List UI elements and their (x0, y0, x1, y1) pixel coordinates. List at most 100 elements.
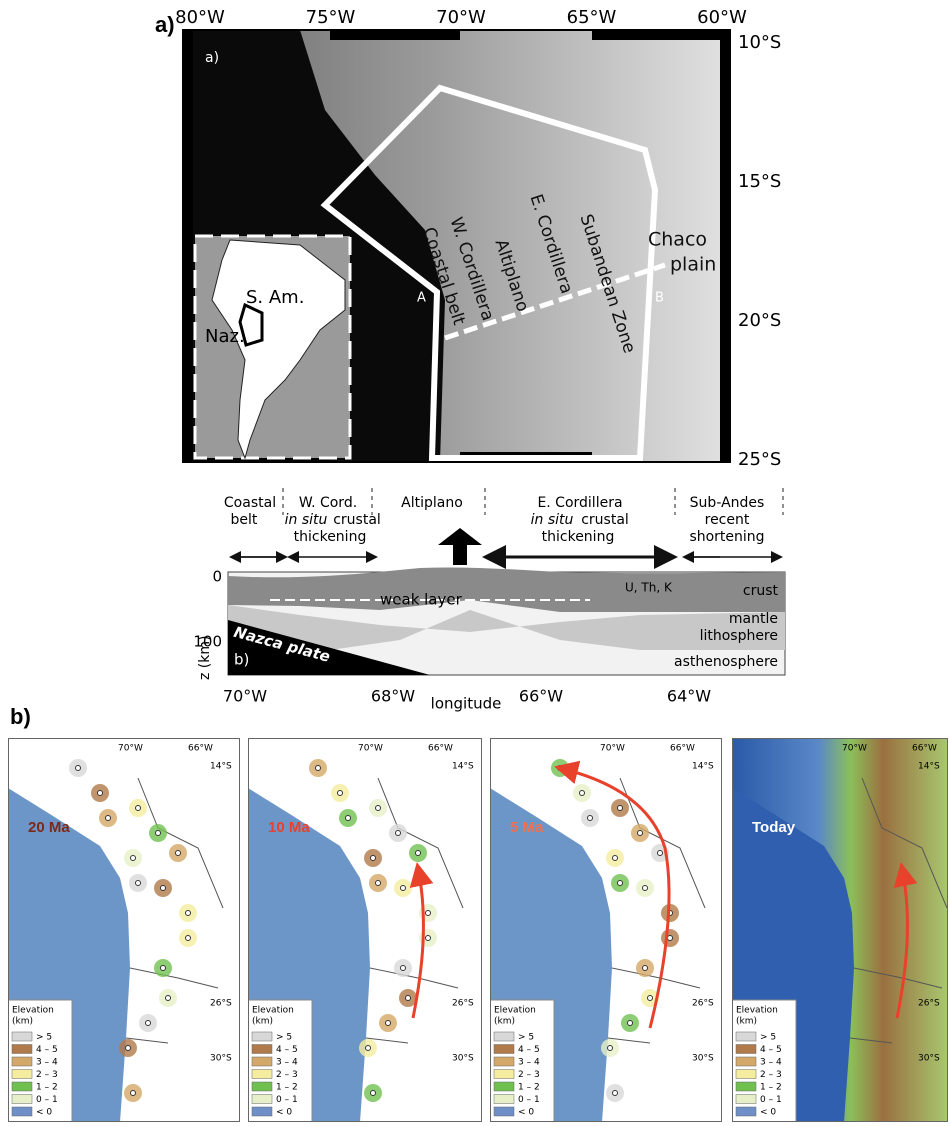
plain-label: plain (670, 254, 716, 276)
lat-label: 26°S (452, 999, 474, 1009)
x-tick-label: 66°W (519, 687, 563, 706)
legend-label: 3 – 4 (518, 1058, 540, 1068)
legend-label: 4 – 5 (36, 1045, 58, 1055)
map-panel: Today 70°W 66°W 14°S 26°S 30°S Elevation(km)> … (732, 738, 948, 1122)
zone-label: Sub-Andes (690, 495, 765, 511)
lat-label: 20°S (738, 310, 781, 331)
lon-label: 66°W (188, 744, 213, 754)
site (587, 815, 593, 821)
legend-label: 3 – 4 (760, 1058, 782, 1068)
zone-label: E. Cordillera (537, 495, 622, 511)
zone-label: W. Cord. (299, 495, 357, 511)
legend-label: < 0 (518, 1108, 534, 1118)
depth-tick: 0 (212, 568, 222, 586)
legend-swatch (493, 1031, 515, 1042)
legend-swatch (251, 1094, 273, 1104)
depth-axis-label: z (km) (197, 636, 213, 680)
zone-note: in situ (531, 512, 574, 528)
legend-swatch (251, 1069, 273, 1079)
layer-label: crust (743, 583, 779, 599)
lon-label: 60°W (697, 7, 747, 28)
legend-swatch (251, 1081, 273, 1092)
site (185, 910, 191, 916)
legend-swatch (11, 1056, 33, 1067)
lat-label: 30°S (918, 1054, 940, 1064)
legend-label: 0 – 1 (36, 1095, 58, 1105)
legend-swatch (493, 1081, 515, 1092)
layer-label: lithosphere (700, 628, 778, 644)
uplift-arrow (554, 760, 671, 1029)
zone-label: Coastal (224, 495, 276, 511)
site (337, 790, 343, 796)
lon-label: 70°W (436, 7, 486, 28)
zone-note: in situ (285, 512, 328, 528)
lat-label: 14°S (692, 762, 714, 772)
site (375, 880, 381, 886)
lat-label: 15°S (738, 171, 781, 192)
lon-label: 70°W (842, 744, 867, 754)
lon-label: 70°W (118, 744, 143, 754)
legend-title: Elevation (252, 1006, 294, 1016)
site (345, 815, 351, 821)
legend-swatch (735, 1081, 757, 1092)
site (385, 1020, 391, 1026)
uplift-arrow (893, 862, 918, 1019)
legend-title: (km) (494, 1017, 515, 1027)
legend-title: Elevation (494, 1006, 536, 1016)
lat-label: 10°S (738, 32, 781, 53)
zone-label: belt (231, 512, 258, 528)
legend-swatch (11, 1031, 33, 1042)
zone-note: shortening (689, 529, 764, 545)
site (370, 855, 376, 861)
site (97, 790, 103, 796)
legend-swatch (735, 1056, 757, 1067)
zone-note: recent (705, 512, 750, 528)
map-panel: 10 Ma 70°W 66°W 14°S 26°S 30°S Elevation(km)> … (248, 738, 482, 1122)
lat-label: 26°S (210, 999, 232, 1009)
legend-swatch (251, 1044, 273, 1054)
age-label: Today (752, 819, 796, 836)
site (415, 850, 421, 856)
site (365, 1045, 371, 1051)
legend-swatch (493, 1044, 515, 1054)
lat-label: 26°S (692, 999, 714, 1009)
plain-label: Chaco (648, 229, 707, 251)
legend-title: Elevation (736, 1006, 778, 1016)
legend-swatch (11, 1081, 33, 1092)
legend-swatch (251, 1031, 273, 1042)
nazca-plate (228, 620, 430, 675)
site (175, 850, 181, 856)
lat-label: 30°S (210, 1054, 232, 1064)
site (135, 805, 141, 811)
site (155, 830, 161, 836)
layer-label: weak layer (380, 591, 463, 609)
x-tick-label: 64°W (667, 687, 711, 706)
legend-label: > 5 (276, 1033, 292, 1043)
site (647, 995, 653, 1001)
site (145, 1020, 151, 1026)
site (579, 790, 585, 796)
legend-label: 1 – 2 (36, 1083, 58, 1093)
site (617, 880, 623, 886)
map-a: a) S. Am. Naz. Coastal belt W. Cordiller… (182, 29, 731, 463)
legend-label: < 0 (36, 1108, 52, 1118)
site (125, 1045, 131, 1051)
site (135, 880, 141, 886)
map-panel: 5 Ma 70°W 66°W 14°S 26°S 30°S Elevation(km)> 5… (490, 738, 722, 1122)
zone-note: thickening (542, 529, 615, 545)
site (642, 965, 648, 971)
legend-swatch (493, 1069, 515, 1079)
legend-swatch (735, 1094, 757, 1104)
figure-label: b) (10, 704, 31, 729)
legend-swatch (251, 1106, 273, 1117)
legend-swatch (735, 1069, 757, 1079)
legend-label: 3 – 4 (276, 1058, 298, 1068)
site (642, 885, 648, 891)
figure-label: a) (155, 12, 175, 37)
legend-label: 0 – 1 (276, 1095, 298, 1105)
legend-title: (km) (12, 1017, 33, 1027)
x-axis-label: longitude (431, 695, 502, 713)
uplift-arrow (438, 528, 482, 565)
legend-label: 2 – 3 (760, 1070, 782, 1080)
legend-label: < 0 (760, 1108, 776, 1118)
